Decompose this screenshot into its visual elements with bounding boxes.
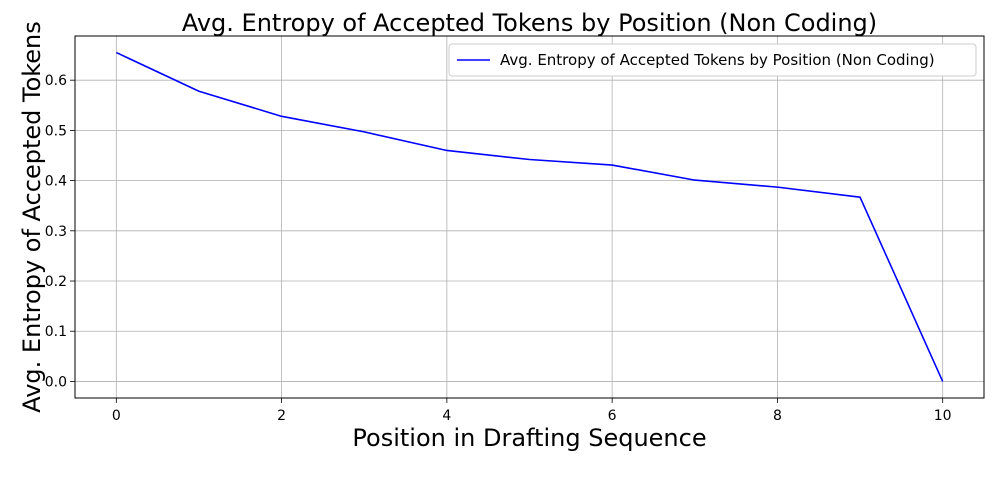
y-axis-label: Avg. Entropy of Accepted Tokens <box>18 21 46 413</box>
grid-lines <box>75 36 984 398</box>
x-tick-label: 10 <box>934 408 952 424</box>
plot-frame <box>74 35 985 399</box>
y-tick-label: 0.5 <box>45 123 67 139</box>
y-tick-label: 0.4 <box>45 174 67 190</box>
x-tick-label: 8 <box>773 408 782 424</box>
y-tick-label: 0.3 <box>45 224 67 240</box>
y-tick-label: 0.1 <box>45 324 67 340</box>
legend-label: Avg. Entropy of Accepted Tokens by Posit… <box>500 51 935 69</box>
x-axis-label: Position in Drafting Sequence <box>352 424 706 452</box>
chart-title: Avg. Entropy of Accepted Tokens by Posit… <box>182 9 877 37</box>
x-tick-label: 4 <box>442 408 451 424</box>
y-tick-label: 0.6 <box>45 73 67 89</box>
series-line <box>115 51 944 382</box>
legend-box <box>448 43 977 77</box>
y-tick-label: 0.0 <box>45 374 67 390</box>
axis-ticks: 0 2 4 6 8 10 0.0 0.1 0.2 0.3 0.4 0.5 0.6 <box>45 73 952 424</box>
series-lines <box>115 51 944 382</box>
x-tick-label: 6 <box>608 408 617 424</box>
legend: Avg. Entropy of Accepted Tokens by Posit… <box>448 43 977 77</box>
x-tick-label: 0 <box>112 408 121 424</box>
x-tick-label: 2 <box>277 408 286 424</box>
y-tick-label: 0.2 <box>45 274 67 290</box>
